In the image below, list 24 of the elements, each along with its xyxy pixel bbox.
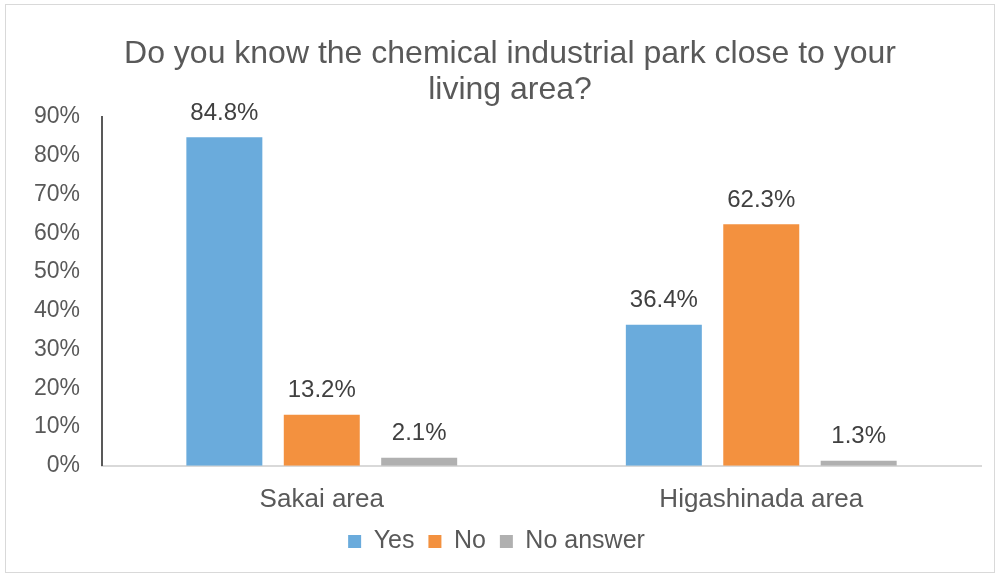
data-label: 2.1% [391,418,447,446]
bar [283,414,360,466]
y-tick-label: 40% [33,296,81,323]
x-tick-label: Sakai area [259,482,385,513]
legend-label: No [453,525,486,554]
y-tick-label: 80% [33,141,81,168]
legend-label: Yes [373,525,415,554]
y-tick-label: 20% [33,373,81,400]
y-tick-label: 70% [33,179,81,206]
data-label: 36.4% [629,285,698,313]
bar [625,324,702,466]
y-tick-label: 50% [33,257,81,284]
y-tick-label: 0% [46,451,81,478]
bar [186,137,263,466]
bar [723,224,800,466]
y-tick-label: 90% [33,102,81,129]
data-label: 62.3% [727,184,796,212]
x-tick-label: Higashinada area [659,482,864,513]
data-label: 13.2% [287,375,356,403]
legend-label: No answer [525,525,645,554]
data-label: 1.3% [831,421,887,449]
y-tick-label: 10% [33,412,81,439]
y-tick-label: 30% [33,334,81,361]
y-tick-label: 60% [33,218,81,245]
